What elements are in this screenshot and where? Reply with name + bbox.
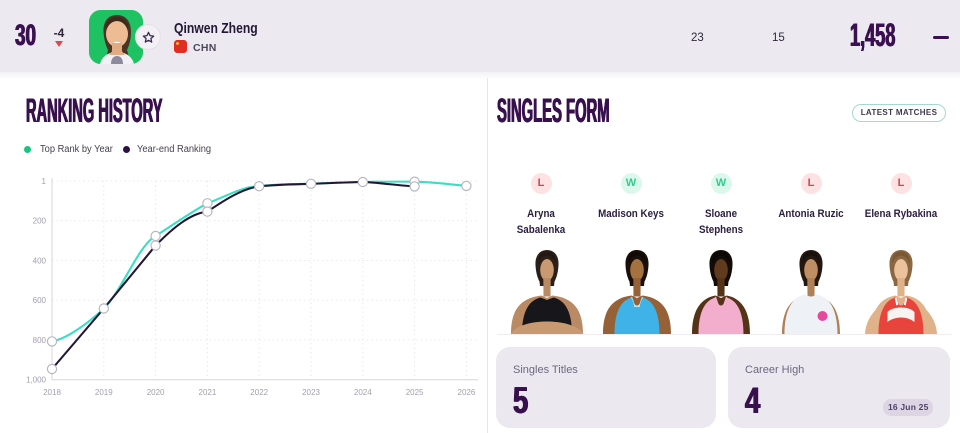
svg-text:2023: 2023	[302, 388, 320, 397]
svg-text:2021: 2021	[199, 388, 217, 397]
svg-text:2025: 2025	[406, 388, 424, 397]
svg-text:1,000: 1,000	[26, 376, 47, 385]
svg-text:400: 400	[33, 257, 47, 266]
svg-text:2022: 2022	[250, 388, 268, 397]
svg-text:800: 800	[33, 336, 47, 345]
svg-text:2018: 2018	[43, 388, 61, 397]
svg-text:2020: 2020	[147, 388, 165, 397]
svg-text:600: 600	[33, 296, 47, 305]
svg-text:2026: 2026	[458, 388, 476, 397]
svg-text:2019: 2019	[95, 388, 113, 397]
svg-text:1: 1	[42, 177, 47, 186]
svg-text:200: 200	[33, 217, 47, 226]
svg-text:2024: 2024	[354, 388, 372, 397]
